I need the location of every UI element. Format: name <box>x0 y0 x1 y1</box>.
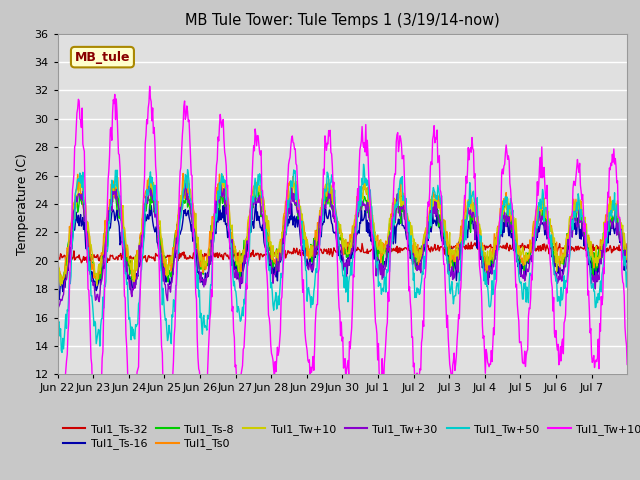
Tul1_Tw+100 <box>120 293 128 299</box>
Tul1_Ts0 <box>58 280 66 286</box>
Tul1_Tw+100 <box>403 222 410 228</box>
Tul1_Ts0 <box>227 229 234 235</box>
Tul1_Ts-8 <box>182 182 190 188</box>
Tul1_Ts-8 <box>623 251 631 257</box>
Text: MB_tule: MB_tule <box>75 51 130 64</box>
Tul1_Tw+30 <box>255 200 262 205</box>
Tul1_Tw+50 <box>254 172 262 178</box>
Line: Tul1_Ts-8: Tul1_Ts-8 <box>58 185 627 283</box>
Tul1_Ts-8 <box>122 241 129 247</box>
Tul1_Ts-16 <box>252 199 260 204</box>
Tul1_Tw+10 <box>435 199 442 205</box>
Tul1_Ts0 <box>276 237 284 242</box>
Tul1_Ts-16 <box>55 297 63 302</box>
Tul1_Tw+30 <box>54 282 61 288</box>
Tul1_Tw+10 <box>403 212 410 217</box>
Tul1_Tw+100 <box>164 438 172 444</box>
Tul1_Ts0 <box>435 203 442 209</box>
Tul1_Tw+100 <box>276 329 284 335</box>
Tul1_Tw+100 <box>227 265 234 271</box>
Tul1_Ts-16 <box>122 264 129 270</box>
Tul1_Tw+10 <box>122 232 129 238</box>
Tul1_Tw+50 <box>58 349 66 355</box>
Tul1_Ts-32 <box>402 245 410 251</box>
Line: Tul1_Ts-16: Tul1_Ts-16 <box>58 202 627 300</box>
Tul1_Tw+50 <box>623 269 631 275</box>
Tul1_Tw+50 <box>276 290 284 296</box>
Line: Tul1_Tw+10: Tul1_Tw+10 <box>58 176 627 286</box>
Line: Tul1_Tw+50: Tul1_Tw+50 <box>58 164 627 352</box>
Tul1_Tw+10 <box>276 242 284 248</box>
Line: Tul1_Tw+30: Tul1_Tw+30 <box>58 183 627 308</box>
Tul1_Ts-32 <box>276 249 284 254</box>
Tul1_Ts0 <box>403 217 410 223</box>
Tul1_Tw+30 <box>276 257 284 263</box>
Y-axis label: Temperature (C): Temperature (C) <box>16 153 29 255</box>
Tul1_Ts-8 <box>227 232 234 238</box>
Tul1_Ts-8 <box>276 240 284 246</box>
Tul1_Tw+10 <box>220 173 227 179</box>
Tul1_Tw+30 <box>227 242 234 248</box>
Tul1_Tw+100 <box>54 396 61 402</box>
Tul1_Ts0 <box>122 240 129 246</box>
Tul1_Tw+30 <box>435 215 442 220</box>
Tul1_Ts-8 <box>54 265 61 271</box>
Tul1_Ts-16 <box>623 252 631 257</box>
Line: Tul1_Tw+100: Tul1_Tw+100 <box>58 86 627 441</box>
Tul1_Tw+30 <box>122 254 129 260</box>
Tul1_Ts-32 <box>254 251 262 256</box>
Tul1_Ts-16 <box>435 223 442 228</box>
Tul1_Ts-16 <box>276 259 284 265</box>
Tul1_Tw+100 <box>435 156 442 162</box>
Tul1_Tw+50 <box>54 317 61 323</box>
Tul1_Ts-8 <box>435 224 442 230</box>
Tul1_Ts-8 <box>93 280 100 286</box>
Tul1_Ts0 <box>54 269 61 275</box>
Tul1_Ts-32 <box>122 250 129 255</box>
Tul1_Tw+10 <box>227 227 234 233</box>
Tul1_Tw+50 <box>122 271 129 276</box>
Tul1_Tw+50 <box>226 226 234 232</box>
Tul1_Tw+30 <box>623 266 631 272</box>
Tul1_Ts-16 <box>255 214 262 219</box>
Tul1_Ts-32 <box>434 242 442 248</box>
Tul1_Ts-16 <box>226 246 234 252</box>
Tul1_Tw+10 <box>255 187 262 192</box>
Tul1_Ts0 <box>255 186 262 192</box>
Legend: Tul1_Ts-32, Tul1_Ts-16, Tul1_Ts-8, Tul1_Ts0, Tul1_Tw+10, Tul1_Tw+30, Tul1_Tw+50,: Tul1_Ts-32, Tul1_Ts-16, Tul1_Ts-8, Tul1_… <box>63 424 640 449</box>
Tul1_Ts-32 <box>54 255 61 261</box>
Tul1_Ts0 <box>623 249 631 255</box>
Tul1_Tw+10 <box>623 252 631 257</box>
Tul1_Tw+10 <box>54 272 61 278</box>
Tul1_Ts-32 <box>467 239 475 245</box>
Tul1_Tw+50 <box>435 187 442 192</box>
Tul1_Ts0 <box>179 170 187 176</box>
Tul1_Ts-16 <box>54 285 61 291</box>
Tul1_Tw+100 <box>255 142 262 147</box>
Title: MB Tule Tower: Tule Temps 1 (3/19/14-now): MB Tule Tower: Tule Temps 1 (3/19/14-now… <box>185 13 500 28</box>
Tul1_Ts-32 <box>226 255 234 261</box>
Tul1_Tw+50 <box>360 161 367 167</box>
Line: Tul1_Ts0: Tul1_Ts0 <box>58 173 627 283</box>
Tul1_Tw+100 <box>623 361 631 367</box>
Tul1_Ts-8 <box>255 199 262 204</box>
Tul1_Tw+30 <box>54 305 62 311</box>
Tul1_Tw+100 <box>146 84 154 89</box>
Tul1_Tw+50 <box>403 209 410 215</box>
Tul1_Ts-8 <box>403 231 410 237</box>
Tul1_Ts-16 <box>403 236 410 242</box>
Line: Tul1_Ts-32: Tul1_Ts-32 <box>58 242 627 263</box>
Tul1_Ts-32 <box>623 241 631 247</box>
Tul1_Ts-32 <box>77 260 85 265</box>
Tul1_Tw+30 <box>403 226 410 232</box>
Tul1_Tw+10 <box>93 283 100 288</box>
Tul1_Tw+30 <box>216 180 224 186</box>
